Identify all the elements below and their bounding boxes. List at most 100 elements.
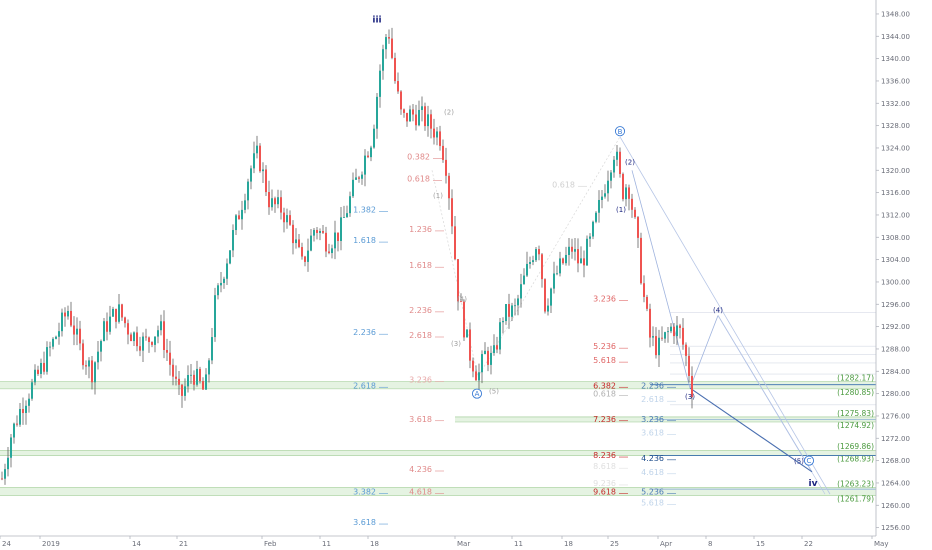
candle-body <box>40 362 42 374</box>
candle-body <box>652 336 654 338</box>
candle-body <box>247 181 249 201</box>
wave-label: (2) <box>625 159 635 167</box>
candle-body <box>403 109 405 113</box>
candle-body <box>589 236 591 239</box>
candle-body <box>295 239 297 244</box>
candle-body <box>661 337 663 339</box>
candle-body <box>199 368 201 382</box>
candle-body <box>463 301 465 338</box>
support-zone-top-label: (1275.83) <box>837 409 874 418</box>
candle-body <box>136 332 138 347</box>
candle-body <box>619 151 621 174</box>
price-axis-label: 1312.00 <box>881 211 910 219</box>
candle-body <box>508 304 510 317</box>
candle-body <box>415 114 417 126</box>
candle-body <box>520 284 522 299</box>
support-zones: (1282.17) (1280.85) (1275.83) (1274.92) (126… <box>0 312 876 503</box>
candle-body <box>319 231 321 233</box>
candle-body <box>220 282 222 286</box>
fib-level-label: 5.236 <box>641 487 664 496</box>
candle-body <box>223 278 225 283</box>
candle-body <box>478 372 480 381</box>
wave-label: (3) <box>451 340 461 348</box>
fib-level-label: 1.618 <box>353 236 376 245</box>
candle-body <box>409 109 411 122</box>
candle-body <box>283 212 285 223</box>
candle-body <box>685 344 687 356</box>
candle-body <box>601 196 603 200</box>
candle-body <box>643 283 645 297</box>
candle-body <box>337 232 339 242</box>
candle-body <box>61 312 63 332</box>
candle-body <box>103 321 105 342</box>
fib-level-label: 2.236 <box>641 381 664 390</box>
candle-body <box>355 177 357 180</box>
candle-body <box>625 187 627 200</box>
candle-body <box>376 96 378 129</box>
price-axis-label: 1320.00 <box>881 167 910 175</box>
candle-body <box>271 198 273 208</box>
fib-level-label: 2.618 <box>641 395 664 404</box>
candle-body <box>13 423 15 438</box>
candle-body <box>517 298 519 306</box>
wave-label: iii <box>372 15 381 25</box>
price-axis-label: 1280.00 <box>881 390 910 398</box>
candle-body <box>541 254 543 280</box>
time-axis-label: 18 <box>370 540 379 548</box>
candle-body <box>499 322 501 350</box>
candle-body <box>550 288 552 306</box>
fib-level-label: 4.618 <box>409 487 432 496</box>
price-axis-label: 1332.00 <box>881 100 910 108</box>
projection-line <box>619 136 831 495</box>
fib-level-label: 6.382 <box>593 381 616 390</box>
candle-body <box>22 409 24 413</box>
price-axis-label: 1264.00 <box>881 479 910 487</box>
fib-level-label: 0.382 <box>407 152 430 161</box>
fib-level-label: 8.236 <box>593 451 616 460</box>
support-zone-top-label: (1282.17) <box>837 374 874 383</box>
candle-body <box>298 239 300 248</box>
candle-body <box>10 437 12 458</box>
fib-level-label: 1.382 <box>353 205 376 214</box>
candle-body <box>496 345 498 350</box>
price-axis-label: 1316.00 <box>881 189 910 197</box>
candle-body <box>70 310 72 326</box>
candle-body <box>646 296 648 309</box>
candle-body <box>622 173 624 200</box>
candle-body <box>262 169 264 172</box>
price-axis[interactable]: 1256.00 1260.00 1264.00 1268.00 1272.00 1276.… <box>875 0 910 536</box>
candle-body <box>286 215 288 223</box>
candle-body <box>253 153 255 169</box>
time-axis[interactable]: 24 2019 14 21 Feb 11 18 Mar 11 18 25 Apr 8 15 22 May <box>0 535 888 548</box>
candle-body <box>544 279 546 312</box>
time-axis-label: 25 <box>610 540 619 548</box>
support-zone <box>0 487 876 496</box>
support-zone <box>0 381 876 389</box>
candle-body <box>58 331 60 337</box>
candle-body <box>430 114 432 129</box>
candle-body <box>169 352 171 365</box>
fib-level-label: 1.618 <box>409 261 432 270</box>
candle-body <box>538 249 540 255</box>
price-axis-label: 1304.00 <box>881 256 910 264</box>
candle-body <box>331 248 333 254</box>
candle-body <box>4 469 6 479</box>
wave-label: (5) <box>489 388 499 396</box>
candle-body <box>316 229 318 233</box>
candle-body <box>418 109 420 126</box>
time-axis-label: Mar <box>457 540 470 548</box>
candle-body <box>172 364 174 377</box>
wave-circle-marker <box>614 126 626 137</box>
candle-body <box>628 187 630 199</box>
candle-body <box>274 198 276 205</box>
candle-body <box>241 209 243 220</box>
candle-body <box>574 249 576 252</box>
candle-body <box>157 330 159 337</box>
candle-body <box>640 237 642 284</box>
candle-body <box>571 246 573 252</box>
fib-level-label: 4.236 <box>641 454 664 463</box>
candle-body <box>178 378 180 385</box>
candle-body <box>67 310 69 317</box>
candle-body <box>670 326 672 332</box>
